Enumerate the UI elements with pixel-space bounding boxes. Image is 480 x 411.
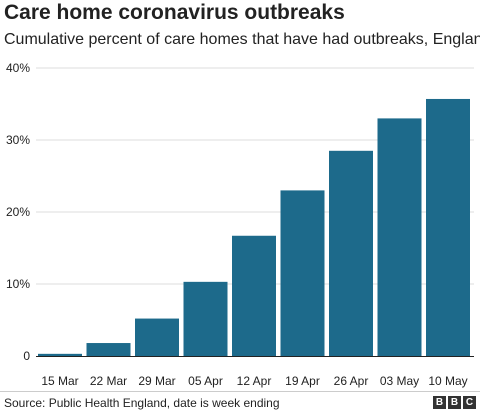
x-tick-label: 22 Mar xyxy=(90,374,127,388)
bar xyxy=(135,318,179,356)
x-tick-label: 05 Apr xyxy=(188,374,223,388)
x-tick-label: 10 May xyxy=(428,374,467,388)
y-tick-label: 0 xyxy=(23,349,30,363)
bbc-logo: B B C xyxy=(433,396,476,409)
y-tick-label: 20% xyxy=(6,205,30,219)
y-tick-label: 10% xyxy=(6,277,30,291)
bbc-logo-letter: B xyxy=(433,396,446,409)
x-tick-label: 03 May xyxy=(380,374,419,388)
x-tick-label: 29 Mar xyxy=(138,374,175,388)
bar xyxy=(232,235,276,356)
x-tick-label: 15 Mar xyxy=(41,374,78,388)
bar xyxy=(377,118,422,357)
bar xyxy=(426,98,470,357)
footer-divider xyxy=(0,391,480,392)
bar xyxy=(86,343,131,356)
bar xyxy=(183,281,228,356)
bar xyxy=(280,190,325,356)
bar-chart: 0 10% 20% 30% 40% 15 Mar 22 Mar 29 Mar 05 Apr 12… xyxy=(6,61,474,388)
bbc-logo-letter: C xyxy=(463,396,476,409)
x-axis-ticks: 15 Mar 22 Mar 29 Mar 05 Apr 12 Apr 19 Apr 26 A… xyxy=(41,374,467,388)
y-tick-label: 30% xyxy=(6,133,30,147)
bar xyxy=(329,150,373,356)
bar xyxy=(38,353,82,356)
y-tick-label: 40% xyxy=(6,61,30,75)
chart-subtitle: Cumulative percent of care homes that ha… xyxy=(4,31,480,48)
bars xyxy=(36,98,474,357)
x-tick-label: 26 Apr xyxy=(334,374,369,388)
source-note: Source: Public Health England, date is w… xyxy=(4,396,280,410)
y-axis-ticks: 0 10% 20% 30% 40% xyxy=(6,61,30,363)
x-tick-label: 12 Apr xyxy=(237,374,272,388)
chart-title: Care home coronavirus outbreaks xyxy=(4,1,345,24)
x-tick-label: 19 Apr xyxy=(285,374,320,388)
bbc-logo-letter: B xyxy=(448,396,461,409)
